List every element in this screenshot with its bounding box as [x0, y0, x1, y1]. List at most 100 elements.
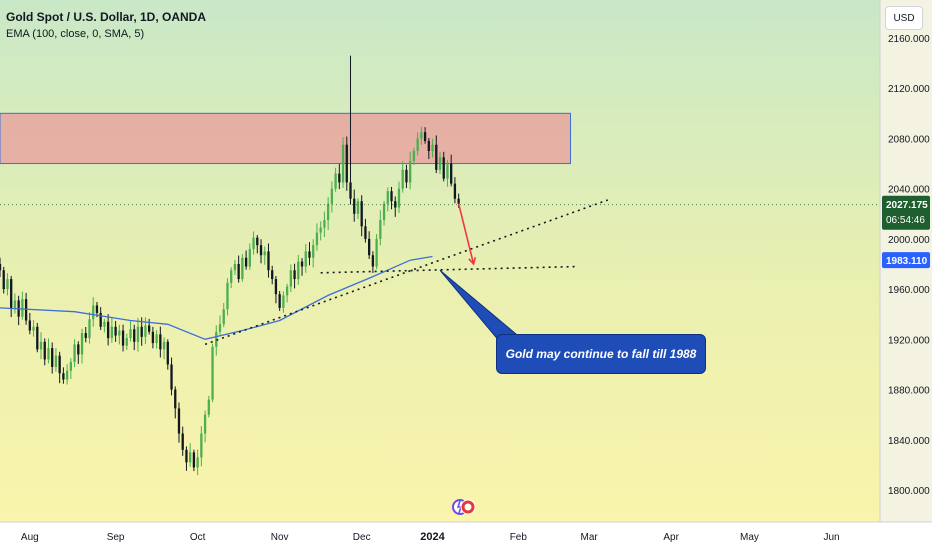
candle	[289, 264, 293, 292]
candle	[248, 243, 251, 270]
candle	[54, 348, 58, 372]
resistance-zone	[0, 112, 572, 165]
candle	[282, 291, 285, 313]
candle	[312, 239, 315, 268]
candle	[196, 449, 199, 476]
candle	[77, 341, 80, 364]
candle-body	[21, 299, 24, 317]
candle-body	[222, 309, 225, 325]
candle-body	[77, 344, 80, 355]
candle	[300, 258, 304, 276]
chart-background	[0, 0, 880, 522]
candle-body	[10, 279, 13, 308]
candle-body	[435, 144, 438, 170]
candle-body	[241, 257, 244, 280]
x-tick-label: Aug	[21, 532, 39, 543]
candle	[453, 177, 457, 204]
candle-body	[416, 138, 419, 151]
candle-body	[215, 331, 218, 347]
candle	[39, 332, 43, 360]
candle-body	[297, 261, 300, 280]
candle-body	[136, 326, 140, 342]
candle	[326, 197, 330, 231]
candle-body	[453, 183, 457, 199]
candle-body	[162, 341, 166, 350]
y-tick-label: 2080.000	[888, 134, 930, 145]
candle-body	[278, 294, 281, 308]
candle	[155, 330, 158, 349]
candle-body	[58, 355, 61, 374]
candle	[315, 223, 319, 251]
candle-body	[0, 264, 2, 271]
ema-value-label: 1983.110	[886, 256, 928, 267]
candle-body	[285, 286, 289, 296]
candle-body	[446, 163, 449, 179]
candle	[218, 315, 222, 336]
candle-body	[73, 344, 76, 362]
x-tick-label: Jun	[823, 532, 839, 543]
candle	[136, 317, 140, 352]
candle	[409, 151, 412, 190]
candle-body	[159, 334, 162, 350]
candle	[84, 326, 87, 343]
indicator-legend[interactable]: EMA (100, close, 0, SMA, 5)	[6, 28, 145, 40]
logo-icon	[452, 499, 476, 515]
candle	[170, 357, 173, 396]
candle	[51, 342, 54, 374]
candle-body	[192, 452, 196, 468]
candle	[129, 321, 132, 342]
candle-body	[151, 331, 155, 344]
annotation-callout[interactable]: Gold may continue to fall till 1988	[496, 334, 706, 374]
y-tick-label: 1800.000	[888, 486, 930, 497]
candle	[394, 196, 397, 217]
candle	[259, 239, 263, 264]
candle-body	[356, 201, 360, 214]
candle	[271, 265, 274, 285]
time-axis-panel	[0, 522, 932, 550]
candle	[375, 234, 378, 270]
candle-body	[69, 361, 73, 371]
candle-body	[323, 220, 326, 228]
candle-body	[256, 237, 259, 246]
y-tick-label: 2120.000	[888, 84, 930, 95]
candle-body	[155, 334, 158, 344]
candle	[371, 251, 375, 273]
candle	[330, 181, 334, 213]
candle-body	[51, 348, 54, 367]
candle-body	[203, 414, 207, 434]
trendline	[320, 265, 578, 274]
candle-body	[118, 330, 121, 336]
candle	[367, 231, 371, 259]
candle-body	[189, 452, 192, 463]
y-tick-label: 2160.000	[888, 34, 930, 45]
candle	[185, 446, 188, 471]
candle-body	[80, 333, 84, 355]
candle	[110, 317, 114, 344]
candle-body	[431, 144, 434, 151]
candle-body	[300, 261, 304, 267]
candle-body	[196, 457, 199, 468]
symbol-title[interactable]: Gold Spot / U.S. Dollar, 1D, OANDA	[6, 10, 207, 24]
candle-body	[140, 326, 143, 337]
x-tick-label: Apr	[663, 532, 679, 543]
candle	[252, 231, 255, 255]
candle-body	[397, 188, 401, 208]
candle-body	[218, 324, 222, 332]
candle	[379, 210, 382, 246]
candle-body	[84, 333, 87, 339]
candle-body	[177, 408, 181, 434]
x-tick-label: Mar	[581, 532, 599, 543]
candle	[360, 195, 363, 237]
candle	[442, 151, 445, 182]
y-tick-label: 2000.000	[888, 235, 930, 246]
candle-body	[412, 151, 416, 162]
candle	[118, 324, 121, 345]
currency-button[interactable]: USD	[885, 6, 923, 30]
candle	[341, 137, 345, 188]
candle-body	[47, 348, 50, 360]
candle-body	[405, 169, 408, 183]
candle	[162, 337, 166, 360]
candle-body	[308, 251, 311, 258]
candle	[13, 293, 17, 314]
